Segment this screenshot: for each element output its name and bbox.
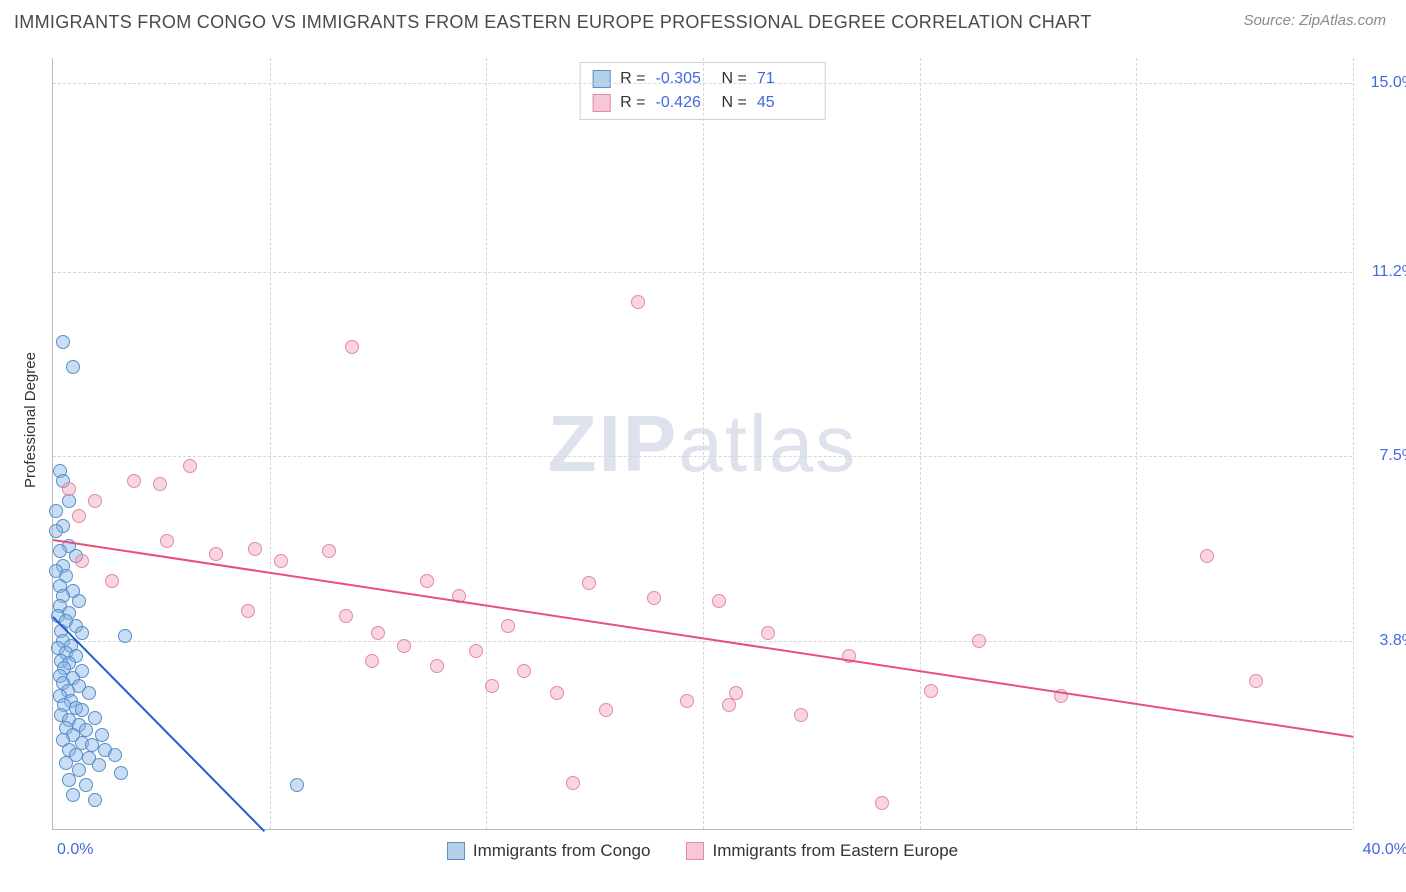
scatter-point bbox=[582, 576, 596, 590]
scatter-point bbox=[631, 295, 645, 309]
scatter-point bbox=[599, 703, 613, 717]
scatter-point bbox=[875, 796, 889, 810]
vgrid-line bbox=[920, 58, 921, 829]
scatter-point bbox=[53, 544, 67, 558]
scatter-point bbox=[66, 360, 80, 374]
swatch-congo bbox=[592, 70, 610, 88]
scatter-point bbox=[290, 778, 304, 792]
scatter-point bbox=[183, 459, 197, 473]
scatter-point bbox=[712, 594, 726, 608]
legend-item-eastern-europe: Immigrants from Eastern Europe bbox=[686, 841, 958, 861]
x-tick-label: 0.0% bbox=[57, 841, 93, 859]
scatter-point bbox=[62, 494, 76, 508]
scatter-point bbox=[397, 639, 411, 653]
legend-swatch-congo bbox=[447, 842, 465, 860]
scatter-point bbox=[722, 698, 736, 712]
scatter-point bbox=[371, 626, 385, 640]
scatter-point bbox=[105, 574, 119, 588]
scatter-point bbox=[88, 494, 102, 508]
scatter-point bbox=[160, 534, 174, 548]
vgrid-line bbox=[270, 58, 271, 829]
scatter-point bbox=[761, 626, 775, 640]
scatter-point bbox=[517, 664, 531, 678]
scatter-point bbox=[114, 766, 128, 780]
scatter-point bbox=[566, 776, 580, 790]
scatter-point bbox=[118, 629, 132, 643]
scatter-point bbox=[485, 679, 499, 693]
y-tick-label: 3.8% bbox=[1380, 632, 1406, 650]
scatter-point bbox=[62, 773, 76, 787]
scatter-point bbox=[92, 758, 106, 772]
scatter-point bbox=[430, 659, 444, 673]
n-label: N = bbox=[722, 94, 747, 112]
swatch-eastern-europe bbox=[592, 94, 610, 112]
scatter-point bbox=[49, 524, 63, 538]
vgrid-line bbox=[703, 58, 704, 829]
n-value-congo: 71 bbox=[757, 70, 813, 88]
legend-label-congo: Immigrants from Congo bbox=[473, 841, 651, 861]
scatter-point bbox=[420, 574, 434, 588]
scatter-point bbox=[550, 686, 564, 700]
scatter-plot-area: ZIPatlas R = -0.305 N = 71 R = -0.426 N … bbox=[52, 58, 1352, 830]
scatter-point bbox=[274, 554, 288, 568]
scatter-point bbox=[75, 554, 89, 568]
scatter-point bbox=[66, 788, 80, 802]
scatter-point bbox=[59, 756, 73, 770]
vgrid-line bbox=[1136, 58, 1137, 829]
n-value-eastern-europe: 45 bbox=[757, 94, 813, 112]
scatter-point bbox=[647, 591, 661, 605]
source-attribution: Source: ZipAtlas.com bbox=[1243, 12, 1386, 29]
r-label: R = bbox=[620, 94, 645, 112]
x-tick-label: 40.0% bbox=[1363, 841, 1406, 859]
scatter-point bbox=[108, 748, 122, 762]
scatter-point bbox=[345, 340, 359, 354]
scatter-point bbox=[62, 482, 76, 496]
y-axis-label: Professional Degree bbox=[22, 352, 39, 488]
chart-legend: Immigrants from Congo Immigrants from Ea… bbox=[53, 841, 1352, 861]
watermark-atlas: atlas bbox=[678, 399, 857, 488]
vgrid-line bbox=[486, 58, 487, 829]
scatter-point bbox=[49, 504, 63, 518]
n-label: N = bbox=[722, 70, 747, 88]
scatter-point bbox=[339, 609, 353, 623]
legend-item-congo: Immigrants from Congo bbox=[447, 841, 651, 861]
scatter-point bbox=[1200, 549, 1214, 563]
scatter-point bbox=[88, 711, 102, 725]
legend-label-eastern-europe: Immigrants from Eastern Europe bbox=[712, 841, 958, 861]
scatter-point bbox=[1249, 674, 1263, 688]
scatter-point bbox=[680, 694, 694, 708]
scatter-point bbox=[75, 626, 89, 640]
scatter-point bbox=[501, 619, 515, 633]
y-tick-label: 15.0% bbox=[1371, 74, 1406, 92]
scatter-point bbox=[241, 604, 255, 618]
y-tick-label: 7.5% bbox=[1380, 447, 1406, 465]
r-label: R = bbox=[620, 70, 645, 88]
scatter-point bbox=[248, 542, 262, 556]
y-tick-label: 11.2% bbox=[1372, 263, 1406, 281]
scatter-point bbox=[924, 684, 938, 698]
scatter-point bbox=[469, 644, 483, 658]
scatter-point bbox=[79, 778, 93, 792]
scatter-point bbox=[75, 703, 89, 717]
scatter-point bbox=[82, 686, 96, 700]
scatter-point bbox=[127, 474, 141, 488]
chart-title: IMMIGRANTS FROM CONGO VS IMMIGRANTS FROM… bbox=[14, 12, 1092, 33]
scatter-point bbox=[972, 634, 986, 648]
scatter-point bbox=[72, 509, 86, 523]
scatter-point bbox=[56, 335, 70, 349]
scatter-point bbox=[153, 477, 167, 491]
scatter-point bbox=[88, 793, 102, 807]
scatter-point bbox=[72, 594, 86, 608]
scatter-point bbox=[209, 547, 223, 561]
scatter-point bbox=[322, 544, 336, 558]
vgrid-line bbox=[1353, 58, 1354, 829]
scatter-point bbox=[365, 654, 379, 668]
watermark-zip: ZIP bbox=[548, 399, 678, 488]
legend-swatch-eastern-europe bbox=[686, 842, 704, 860]
scatter-point bbox=[794, 708, 808, 722]
